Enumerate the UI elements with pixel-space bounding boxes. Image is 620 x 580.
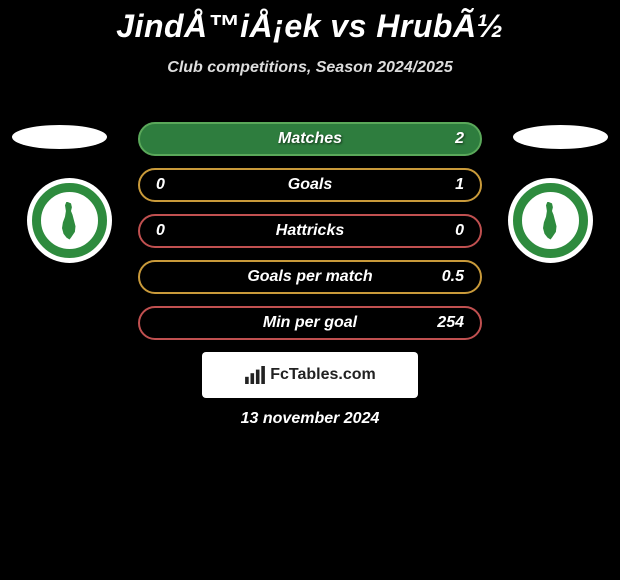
- stat-value-left: 0: [156, 222, 165, 240]
- player-photo-placeholder-right: [513, 125, 608, 149]
- bar-chart-icon: [244, 366, 266, 384]
- stat-row: 0 Hattricks 0: [138, 214, 482, 248]
- club-logo-right: [508, 178, 593, 263]
- stat-value-right: 0: [455, 222, 464, 240]
- stat-row: 0 Goals 1: [138, 168, 482, 202]
- club-logo-ring: [513, 183, 588, 258]
- player-photo-placeholder-left: [12, 125, 107, 149]
- stat-row: Goals per match 0.5: [138, 260, 482, 294]
- page-subtitle: Club competitions, Season 2024/2025: [0, 59, 620, 77]
- stat-label: Hattricks: [276, 222, 344, 240]
- page-title: JindÅ™iÅ¡ek vs HrubÃ½: [0, 0, 620, 45]
- stat-value-right: 254: [437, 314, 464, 332]
- brand-text: FcTables.com: [270, 366, 376, 384]
- stat-row: Min per goal 254: [138, 306, 482, 340]
- date-text: 13 november 2024: [0, 410, 620, 428]
- stat-row: Matches 2: [138, 122, 482, 156]
- stat-value-right: 2: [455, 130, 464, 148]
- club-logo-left: [27, 178, 112, 263]
- stat-value-right: 1: [455, 176, 464, 194]
- stat-value-left: 0: [156, 176, 165, 194]
- stat-value-right: 0.5: [442, 268, 464, 286]
- kangaroo-icon: [55, 202, 85, 240]
- stats-container: Matches 2 0 Goals 1 0 Hattricks 0 Goals per matc…: [138, 122, 482, 352]
- stat-label: Min per goal: [263, 314, 357, 332]
- stat-label: Goals per match: [247, 268, 372, 286]
- club-logo-ring: [32, 183, 107, 258]
- brand-box[interactable]: FcTables.com: [202, 352, 418, 398]
- stat-label: Goals: [288, 176, 332, 194]
- kangaroo-icon: [536, 202, 566, 240]
- stat-label: Matches: [278, 130, 342, 148]
